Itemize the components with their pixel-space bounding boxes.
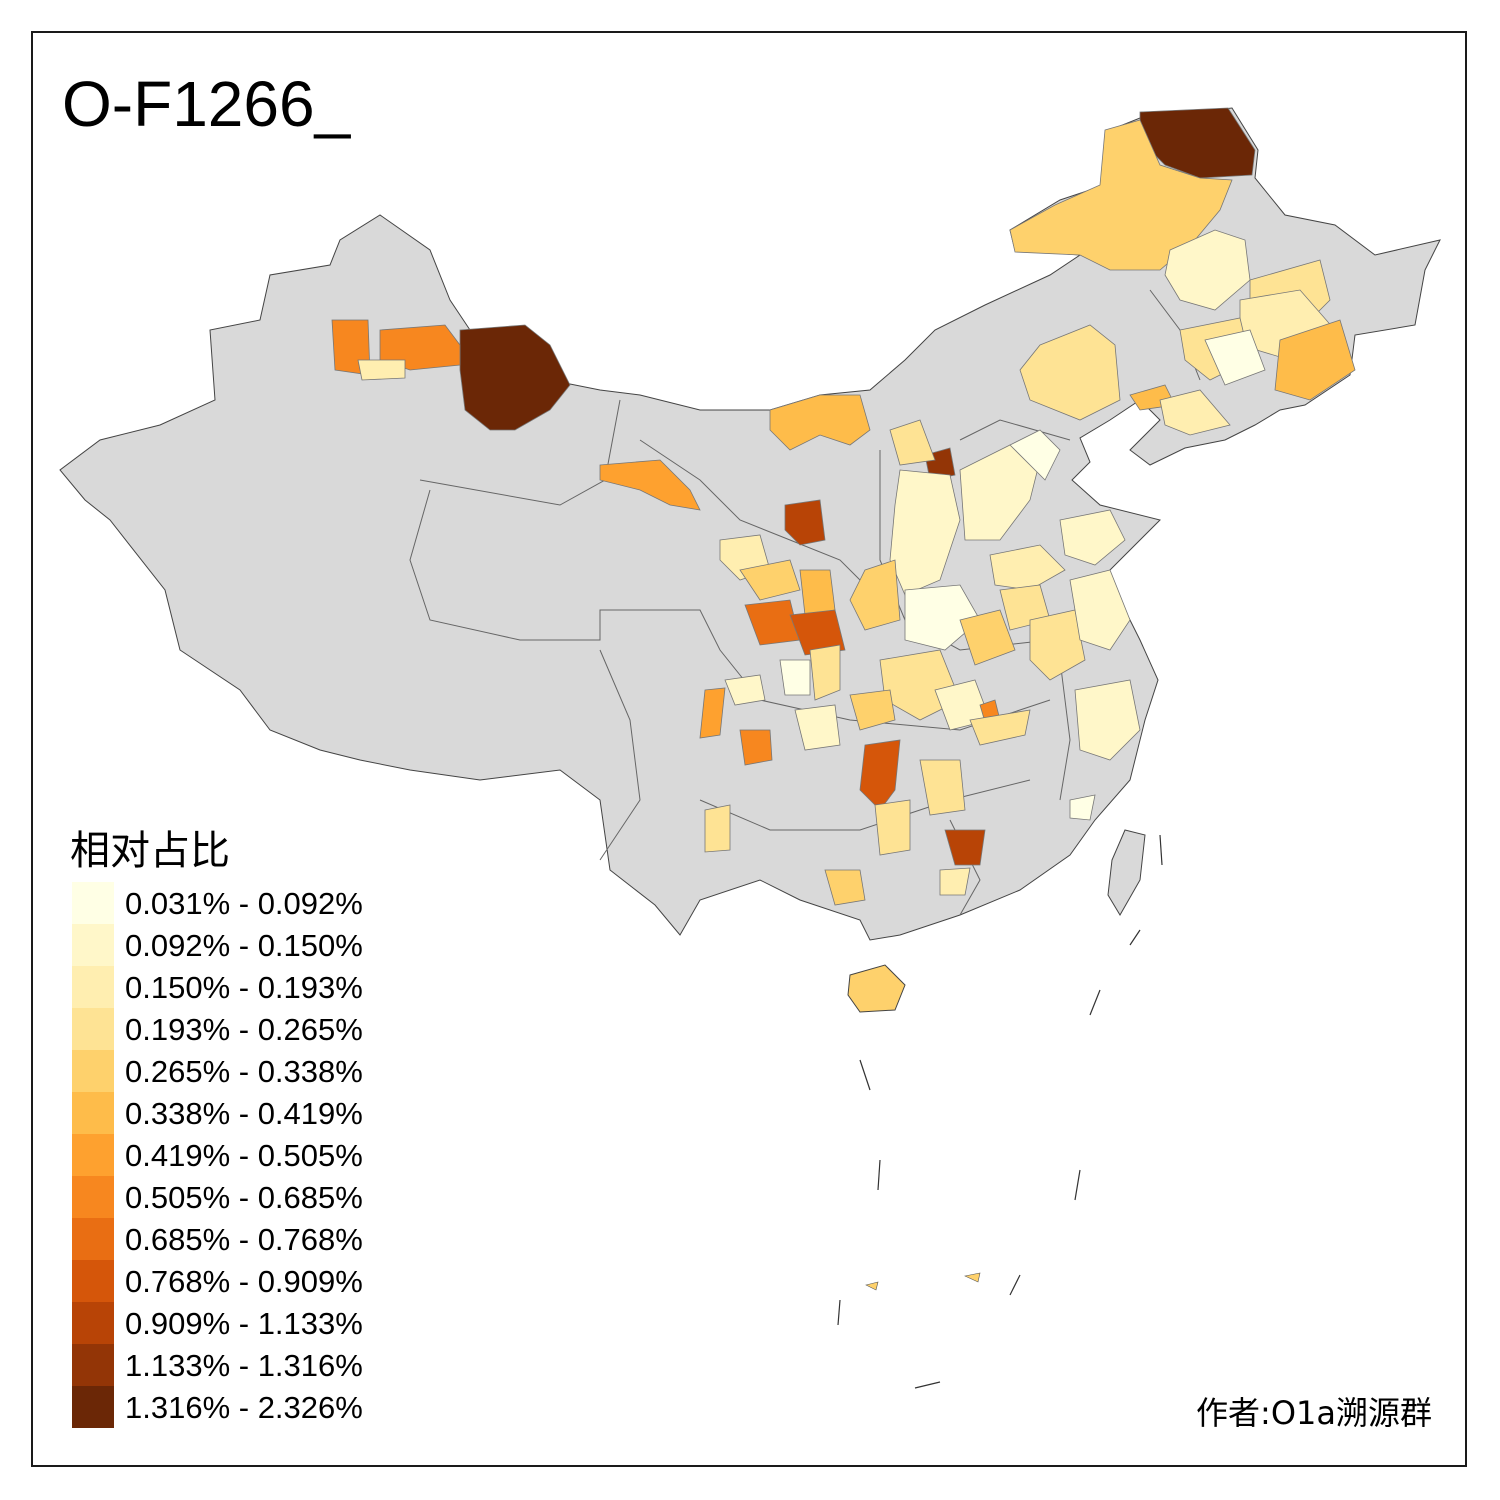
region-hlj-south xyxy=(1164,229,1251,311)
legend-label: 0.419% - 0.505% xyxy=(125,1138,363,1173)
map-title: O-F1266_ xyxy=(62,68,351,140)
legend-label: 0.193% - 0.265% xyxy=(125,1012,363,1047)
legend-swatch xyxy=(72,882,114,924)
legend-label: 0.031% - 0.092% xyxy=(125,886,363,921)
legend-swatch xyxy=(72,1050,114,1092)
legend-label: 1.316% - 2.326% xyxy=(125,1390,363,1425)
region-jiangsu xyxy=(1069,569,1131,651)
legend-swatch xyxy=(72,966,114,1008)
legend-label: 0.768% - 0.909% xyxy=(125,1264,363,1299)
region-sichuan-dark xyxy=(789,609,846,656)
region-liaoning-south xyxy=(1159,389,1231,436)
region-henan-b xyxy=(959,609,1016,666)
island-small xyxy=(964,1272,981,1283)
region-guizhou xyxy=(794,704,841,751)
legend-swatch xyxy=(72,1344,114,1386)
region-jilin-east xyxy=(1274,319,1356,401)
region-hunan-dark xyxy=(859,739,901,811)
region-yunnan-c xyxy=(739,729,773,766)
region-shandong-b xyxy=(1059,509,1126,566)
region-yunnan-b xyxy=(724,674,766,706)
legend-label: 0.265% - 0.338% xyxy=(125,1054,363,1089)
legend-swatch xyxy=(72,1302,114,1344)
region-zhejiang xyxy=(1074,679,1141,761)
region-sichuan-c xyxy=(779,659,811,696)
legend-title: 相对占比 xyxy=(70,828,230,874)
legend-label: 1.133% - 1.316% xyxy=(125,1348,363,1383)
legend-label: 0.150% - 0.193% xyxy=(125,970,363,1005)
region-guangxi xyxy=(874,799,911,856)
legend-label: 0.505% - 0.685% xyxy=(125,1180,363,1215)
region-jilin-mid xyxy=(1204,329,1266,386)
region-ningxia xyxy=(784,499,826,546)
legend-swatch xyxy=(72,1176,114,1218)
legend-label: 0.092% - 0.150% xyxy=(125,928,363,963)
prefecture-regions xyxy=(599,107,1356,906)
region-fujian-small xyxy=(1069,794,1096,821)
region-guangxi-b xyxy=(824,869,866,906)
legend-swatch xyxy=(72,1134,114,1176)
region-hainan xyxy=(847,964,906,1013)
legend-swatch xyxy=(72,1092,114,1134)
region-xinjiang-dark xyxy=(459,324,571,431)
region-hebei-small xyxy=(1009,429,1061,481)
region-yunnan-a xyxy=(699,687,726,739)
legend-swatch xyxy=(72,1386,114,1428)
region-shanxi xyxy=(889,469,961,596)
region-bayannur xyxy=(769,394,871,451)
region-chongqing xyxy=(849,689,896,731)
region-shandong-a xyxy=(989,544,1066,591)
south-china-sea-lines xyxy=(837,834,1163,1389)
region-guangdong-b xyxy=(939,867,971,896)
legend-swatch xyxy=(72,1218,114,1260)
region-sichuan-b xyxy=(809,644,841,701)
region-hunan-b xyxy=(919,759,966,816)
legend-swatch xyxy=(72,1260,114,1302)
legend-swatch xyxy=(72,1008,114,1050)
region-gansu-west xyxy=(599,459,701,511)
legend-label: 0.338% - 0.419% xyxy=(125,1096,363,1131)
map-frame xyxy=(31,31,1467,1467)
region-guangdong-dark xyxy=(944,829,986,866)
region-xinjiang-c xyxy=(357,359,406,381)
legend-swatch xyxy=(72,924,114,966)
region-anhui xyxy=(1029,609,1086,681)
island-small-b xyxy=(865,1281,879,1291)
region-yunnan-d xyxy=(704,804,731,853)
region-shaanxi xyxy=(849,559,901,631)
region-jiangxi xyxy=(969,709,1031,746)
region-gansu-c xyxy=(799,569,836,616)
legend-label: 0.909% - 1.133% xyxy=(125,1306,363,1341)
author-credit: 作者:O1a溯源群 xyxy=(1196,1394,1432,1432)
legend-label: 0.685% - 0.768% xyxy=(125,1222,363,1257)
region-taiwan xyxy=(1107,829,1146,916)
region-hulunbuir xyxy=(1009,119,1233,271)
region-shanxi-north xyxy=(889,419,936,466)
region-xilin xyxy=(1019,324,1121,421)
region-henan xyxy=(904,584,981,651)
region-gansu-b xyxy=(739,559,801,601)
